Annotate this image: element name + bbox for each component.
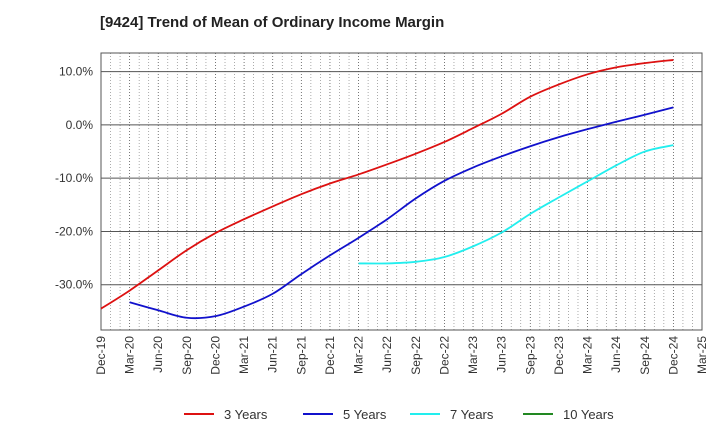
x-tick-label: Mar-21 — [237, 336, 251, 374]
y-tick-label: 0.0% — [66, 118, 94, 132]
series-line-7-years — [358, 144, 674, 265]
x-tick-label: Jun-23 — [495, 336, 509, 373]
y-tick-label: -30.0% — [55, 278, 93, 292]
x-tick-label: Dec-19 — [94, 336, 108, 375]
x-tick-label: Jun-21 — [266, 336, 280, 373]
x-tick-label: Jun-24 — [609, 336, 623, 373]
y-tick-label: 10.0% — [59, 65, 93, 79]
chart-title: [9424] Trend of Mean of Ordinary Income … — [100, 14, 445, 31]
legend-label-3-years: 3 Years — [224, 407, 268, 422]
x-tick-label: Dec-24 — [666, 336, 680, 375]
x-tick-label: Mar-24 — [581, 336, 595, 374]
series-line-5-years — [129, 106, 674, 320]
plot-area — [101, 53, 702, 330]
x-tick-label: Dec-23 — [552, 336, 566, 375]
legend-label-5-years: 5 Years — [343, 407, 387, 422]
plot-border — [100, 52, 703, 331]
x-tick-label: Mar-20 — [123, 336, 137, 374]
x-tick-label: Mar-25 — [695, 336, 709, 374]
x-tick-label: Dec-21 — [323, 336, 337, 375]
x-tick-label: Mar-23 — [466, 336, 480, 374]
x-tick-label: Mar-22 — [352, 336, 366, 374]
x-tick-label: Dec-20 — [208, 336, 222, 375]
x-tick-label: Sep-21 — [294, 336, 308, 375]
x-tick-label: Sep-20 — [180, 336, 194, 375]
x-tick-label: Sep-22 — [409, 336, 423, 375]
x-tick-label: Sep-23 — [523, 336, 537, 375]
y-tick-label: -20.0% — [55, 224, 93, 238]
series-line-3-years — [100, 59, 674, 310]
legend: 3 Years 5 Years 7 Years 10 Years — [184, 407, 614, 422]
x-tick-label: Jun-22 — [380, 336, 394, 373]
x-tick-label: Dec-22 — [437, 336, 451, 375]
legend-label-7-years: 7 Years — [450, 407, 494, 422]
x-tick-label: Jun-20 — [151, 336, 165, 373]
x-tick-label: Sep-24 — [638, 336, 652, 375]
y-tick-label: -10.0% — [55, 171, 93, 185]
legend-label-10-years: 10 Years — [563, 407, 614, 422]
